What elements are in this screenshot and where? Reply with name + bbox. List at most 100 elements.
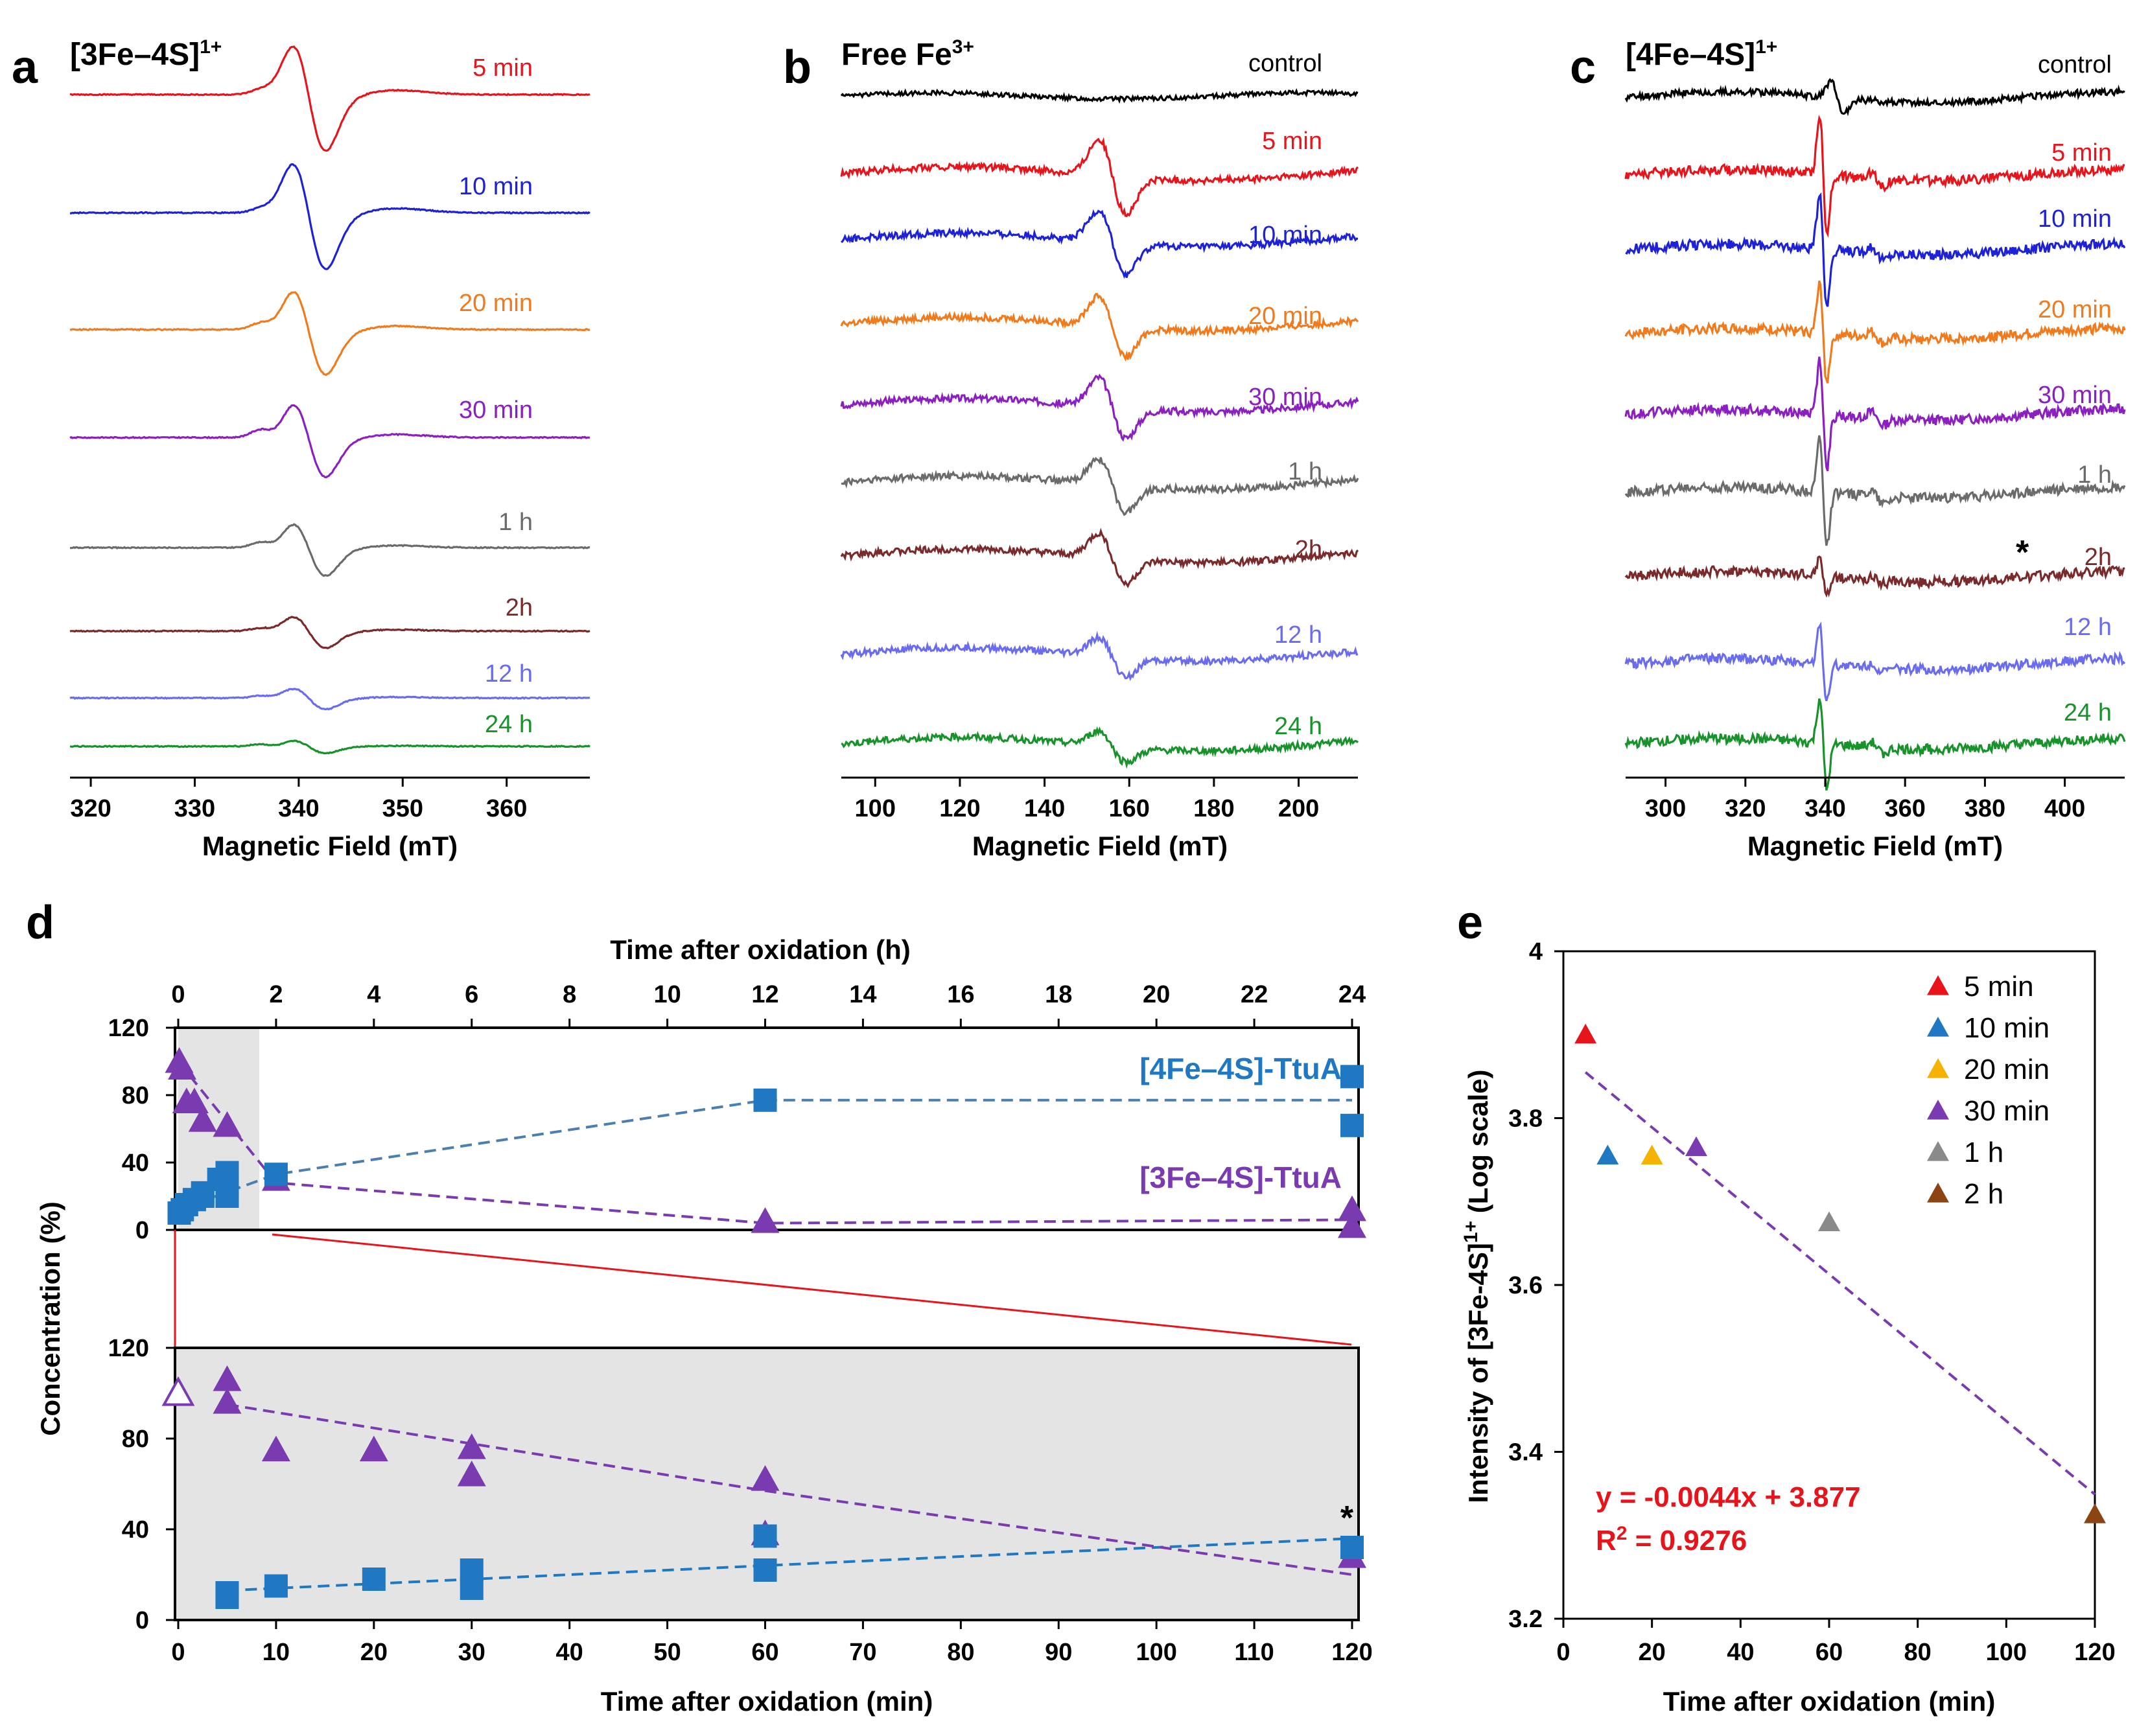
panel-b-trace (841, 726, 1359, 769)
panel-b-trace (840, 137, 1359, 218)
panel-a-tick-label: 330 (174, 795, 215, 822)
panel-c-tick-label: 340 (1804, 795, 1845, 822)
panel-e-legend-marker (1927, 975, 1949, 995)
zoom-connector-right (272, 1233, 1352, 1346)
panel-b-trace-label: 30 min (1248, 384, 1322, 411)
panel-e-fit (1584, 1071, 2096, 1496)
panel-c-trace (1625, 192, 2126, 307)
panel-e-legend: 5 min 10 min 20 min 30 min 1 h 2 h (1927, 971, 2049, 1210)
panel-b-title: Free Fe3+ (841, 36, 974, 72)
panel-e-legend-label: 30 min (1964, 1095, 2049, 1127)
panel-d-top-x-tick-label: 0 (171, 981, 185, 1008)
panel-c-trace (1624, 698, 2126, 791)
panel-e-x-tick-label: 40 (1727, 1639, 1754, 1666)
panel-d-bottom-x-tick-label: 60 (751, 1639, 778, 1666)
panel-c-title: [4Fe–4S]1+ (1626, 36, 1777, 72)
point-3fe-bottom (261, 1435, 290, 1462)
panel-e-x-tick-label: 120 (2074, 1639, 2115, 1666)
point-4fe-bottom (264, 1574, 288, 1598)
panel-d-star: * (1340, 1499, 1354, 1537)
point-3fe-bottom (213, 1388, 242, 1414)
panel-a-tick-label: 320 (70, 795, 111, 822)
point-3fe-top (751, 1207, 780, 1233)
panel-d-bottom-plot: 0 10 20 30 40 50 60 70 80 90 100 110 120 0 40 80 120 * (108, 1335, 1373, 1666)
panel-a-tick-label: 350 (382, 795, 423, 822)
panel-a-trace (70, 163, 590, 270)
panel-a-trace (69, 45, 590, 152)
panel-d-top-x-tick-label: 22 (1241, 981, 1268, 1008)
point-4fe-top (215, 1185, 239, 1208)
point-3fe-bottom (457, 1433, 486, 1459)
panel-e-point (1574, 1023, 1597, 1044)
panel-a-tick-label: 360 (486, 795, 527, 822)
panel-c-tick-label: 400 (2044, 795, 2085, 822)
panel-b-trace (840, 373, 1359, 442)
panel-d-bottom-ticks: 0 10 20 30 40 50 60 70 80 90 100 110 120 0 40 80 120 (108, 1335, 1373, 1666)
panel-d-bottom-x-tick-label: 10 (263, 1639, 290, 1666)
panel-c-trace-label: control (2038, 51, 2112, 78)
panel-e-legend-marker (1927, 1017, 1949, 1037)
panel-d-bottom-y-tick-label: 40 (122, 1516, 149, 1544)
panel-d-bottom-y-tick-label: 80 (122, 1426, 149, 1453)
panel-e-y-tick-label: 3.4 (1508, 1439, 1543, 1466)
panel-e-legend-label: 20 min (1964, 1054, 2049, 1085)
panel-b-label: b (783, 41, 812, 93)
panel-b-tick-label: 120 (939, 795, 980, 822)
point-4fe-bottom (215, 1581, 239, 1604)
fit-4fe-top (178, 1098, 1352, 1211)
panel-a-trace (69, 404, 590, 479)
panel-e-x-tick-label: 20 (1639, 1639, 1666, 1666)
panel-c-trace (1624, 115, 2125, 238)
panel-e-legend-marker (1927, 1141, 1949, 1161)
panel-d-bottom-x-tick-label: 120 (1331, 1639, 1372, 1666)
panel-d-top-x-tick-label: 24 (1338, 981, 1366, 1008)
point-4fe-bottom (753, 1558, 777, 1582)
panel-d-top-x-tick-label: 4 (367, 981, 380, 1008)
point-3fe-top (188, 1106, 217, 1132)
panel-d-bottom-x-tick-label: 40 (556, 1639, 583, 1666)
panel-b-tick-label: 140 (1024, 795, 1065, 822)
panel-d-bottom-y-tick-label: 120 (108, 1335, 149, 1362)
panel-d-bottom-x-tick-label: 20 (360, 1639, 388, 1666)
point-3fe-bottom (359, 1435, 388, 1462)
point-3fe-bottom (213, 1365, 242, 1391)
point-4fe-bottom (753, 1524, 777, 1548)
fit-3fe-top (177, 1060, 1353, 1225)
panel-d-top-x-tick-label: 18 (1045, 981, 1072, 1008)
point-3fe-bottom (457, 1461, 486, 1487)
panel-d-top-x-tick-label: 12 (751, 981, 778, 1008)
panel-b-trace (840, 527, 1359, 588)
panel-c-tick-label: 320 (1725, 795, 1766, 822)
panel-c-trace (1624, 356, 2126, 472)
panel-a-trace (69, 523, 590, 577)
panel-e-point (1685, 1136, 1707, 1157)
panel-e-legend-label: 10 min (1964, 1012, 2049, 1044)
panel-e-x-tick-label: 80 (1904, 1639, 1932, 1666)
panel-a-title: [3Fe–4S]1+ (70, 36, 222, 72)
panel-e: e Intensity of [3Fe-4S]1+ (Log scale) 0 2… (1457, 897, 2116, 1717)
panel-d-top-y-tick-label: 40 (122, 1150, 149, 1177)
panel-e-legend-marker (1927, 1100, 1949, 1120)
panel-b-x-ticks: 100 120 140 160 180 200 (855, 778, 1319, 822)
panel-c-trace (1624, 435, 2126, 546)
panel-e-y-tick-label: 3.2 (1508, 1606, 1543, 1633)
legend-4fe-ttua: [4Fe–4S]-TtuA (1139, 1052, 1342, 1085)
panel-a-trace-label: 10 min (459, 173, 533, 200)
panel-a-trace-label: 24 h (485, 711, 533, 738)
panel-c-star: * (2016, 534, 2029, 572)
panel-d-top-x-tick-label: 14 (849, 981, 876, 1008)
panel-c: c [4Fe–4S]1+ control 5 min 10 min 20 min 30 … (1570, 36, 2126, 861)
point-3fe-open (161, 1376, 195, 1406)
panel-d-bottom-x-tick-label: 30 (458, 1639, 485, 1666)
panel-a-trace-label: 30 min (459, 397, 533, 424)
panel-b-trace-label: 5 min (1262, 128, 1322, 155)
point-4fe-top (1340, 1065, 1364, 1089)
panel-c-x-label: Magnetic Field (mT) (1747, 831, 2003, 861)
point-3fe-top (1338, 1212, 1366, 1238)
panel-a-trace-label: 5 min (473, 54, 533, 82)
panel-b-tick-label: 100 (855, 795, 896, 822)
panel-c-trace (1624, 280, 2126, 384)
panel-a-trace-label: 1 h (498, 509, 533, 536)
